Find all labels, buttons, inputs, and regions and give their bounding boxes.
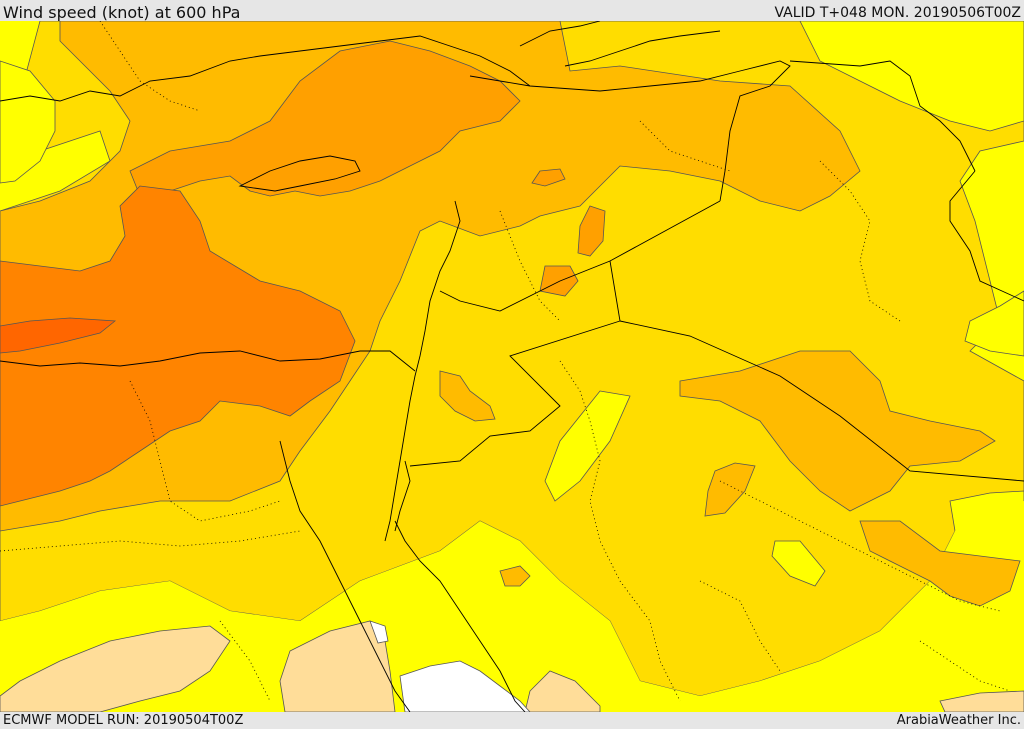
band-orange-sinai: [577, 205, 606, 257]
band-amber-spot: [704, 462, 756, 517]
band-amber-se: [859, 520, 1021, 607]
band-yellow-ne: [799, 21, 1024, 132]
band-yellow-east: [964, 290, 1024, 357]
coastlines: [0, 21, 721, 712]
band-deep: [0, 185, 356, 507]
band-amber-spot-2: [499, 565, 531, 587]
valid-time: VALID T+048 MON. 20190506T00Z: [774, 5, 1021, 21]
band-orange-syria: [531, 168, 566, 187]
band-red: [0, 317, 117, 354]
no-data-area-2: [369, 620, 389, 644]
band-yellow-south: [0, 501, 1024, 712]
band-light-center: [279, 620, 396, 712]
header-bar: Wind speed (knot) at 600 hPa VALID T+048…: [0, 0, 1024, 22]
country-borders: [394, 60, 1024, 532]
wind-speed-map: [0, 21, 1024, 712]
provider-label: ArabiaWeather Inc.: [896, 713, 1021, 728]
band-light-sw: [0, 625, 231, 712]
band-amber-desert: [679, 350, 996, 512]
band-orange: [129, 40, 521, 197]
province-boundaries: [0, 21, 1011, 702]
model-run-label: ECMWF MODEL RUN: 20190504T00Z: [3, 713, 244, 728]
band-light-far-se: [939, 690, 1024, 712]
band-yellow-se: [771, 540, 826, 587]
band-light-se: [524, 670, 601, 712]
footer-bar: ECMWF MODEL RUN: 20190504T00Z ArabiaWeat…: [0, 712, 1024, 729]
band-yellow-nw: [0, 60, 56, 184]
map-title: Wind speed (knot) at 600 hPa: [3, 3, 241, 22]
band-yellow-desert: [544, 390, 631, 502]
map-canvas: [0, 21, 1024, 712]
band-amber-jordan: [439, 370, 496, 422]
no-data-area: [399, 660, 531, 712]
